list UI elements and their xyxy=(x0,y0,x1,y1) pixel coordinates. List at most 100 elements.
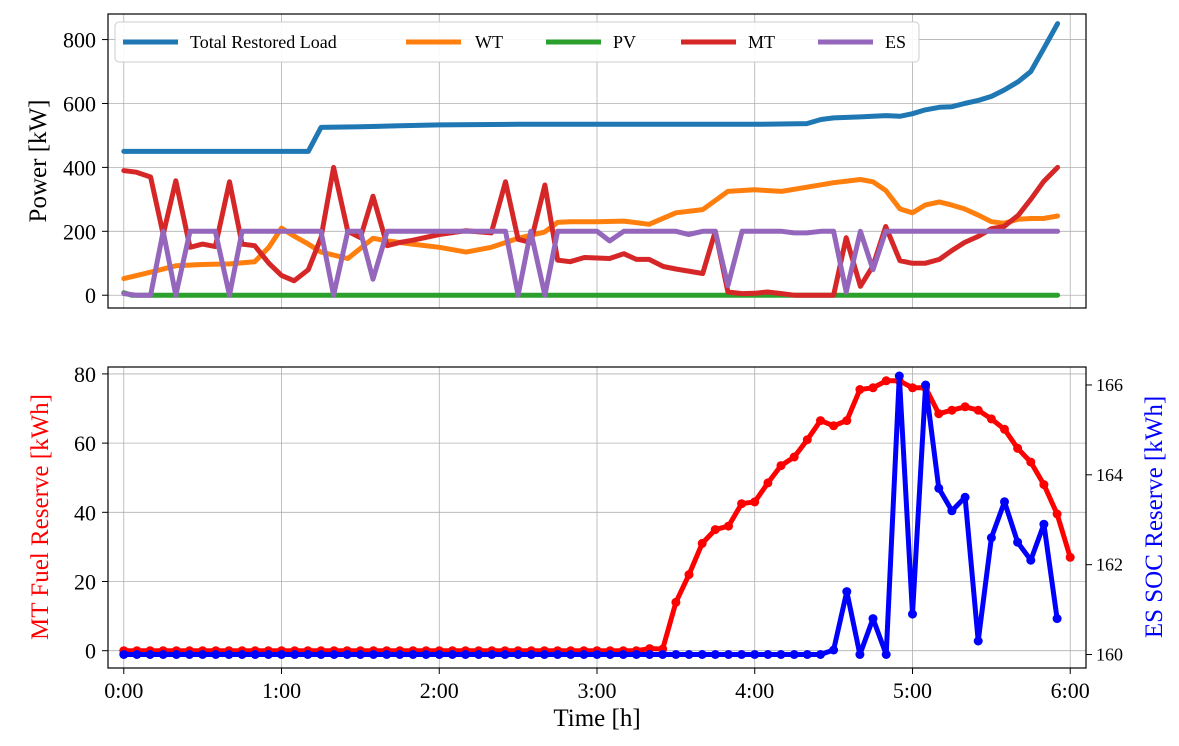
data-point-es-soc-reserve xyxy=(960,492,970,502)
data-point-es-soc-reserve xyxy=(132,650,142,659)
data-point-es-soc-reserve xyxy=(894,371,904,381)
top-y-ticks: 0 200 400 600 800 xyxy=(63,28,108,308)
bottom-right-y-tick-label: 160 xyxy=(1096,645,1123,665)
bottom-plot: 0 20 40 60 80 160 162 164 166 0:00 1:00 2:00 3:00 4… xyxy=(27,362,1168,732)
data-point-es-soc-reserve xyxy=(1052,614,1062,624)
data-point-mt-fuel-reserve xyxy=(1013,443,1023,453)
data-point-es-soc-reserve xyxy=(579,650,589,659)
data-point-es-soc-reserve xyxy=(737,650,747,659)
series-line-total-restored-load xyxy=(121,21,1061,154)
data-point-es-soc-reserve xyxy=(829,645,839,655)
bottom-right-y-ticks: 160 162 164 166 xyxy=(1086,375,1123,665)
data-point-mt-fuel-reserve xyxy=(737,499,747,509)
data-point-es-soc-reserve xyxy=(868,614,878,624)
data-point-mt-fuel-reserve xyxy=(973,405,983,415)
data-point-es-soc-reserve xyxy=(224,650,234,659)
top-legend: Total Restored Load WT PV MT ES xyxy=(114,21,920,63)
data-point-es-soc-reserve xyxy=(842,587,852,597)
data-point-es-soc-reserve xyxy=(355,650,365,659)
data-point-es-soc-reserve xyxy=(474,650,484,659)
data-point-mt-fuel-reserve xyxy=(881,376,891,386)
data-point-mt-fuel-reserve xyxy=(1065,552,1075,562)
data-point-es-soc-reserve xyxy=(592,650,602,659)
top-plot: 0 200 400 600 800 Power [kW] Total Restored … xyxy=(25,13,1087,309)
data-point-es-soc-reserve xyxy=(605,650,615,659)
x-tick-label: 0:00 xyxy=(104,678,143,703)
bottom-right-y-tick-label: 162 xyxy=(1096,555,1123,575)
data-point-mt-fuel-reserve xyxy=(750,497,760,507)
data-point-mt-fuel-reserve xyxy=(947,405,957,415)
x-tick-label: 3:00 xyxy=(577,678,616,703)
data-point-es-soc-reserve xyxy=(1039,519,1049,529)
data-point-mt-fuel-reserve xyxy=(816,416,825,426)
data-point-es-soc-reserve xyxy=(382,650,392,659)
data-point-mt-fuel-reserve xyxy=(1026,457,1036,467)
series-line-es xyxy=(121,228,1061,298)
data-point-es-soc-reserve xyxy=(710,650,720,659)
bottom-series xyxy=(119,371,1075,659)
bottom-right-y-axis-label: ES SOC Reserve [kWh] xyxy=(1141,396,1168,638)
data-point-es-soc-reserve xyxy=(1000,497,1009,507)
data-point-es-soc-reserve xyxy=(277,650,286,659)
data-point-es-soc-reserve xyxy=(513,650,523,659)
legend-label-wt: WT xyxy=(475,32,503,52)
bottom-left-y-tick-label: 20 xyxy=(74,570,96,595)
series-line-wt xyxy=(121,177,1061,282)
data-point-es-soc-reserve xyxy=(500,650,510,659)
legend-label-es: ES xyxy=(885,32,906,52)
data-point-es-soc-reserve xyxy=(316,650,326,659)
bottom-left-y-tick-label: 60 xyxy=(74,431,96,456)
data-point-mt-fuel-reserve xyxy=(1052,509,1062,519)
data-point-es-soc-reserve xyxy=(986,533,996,543)
data-point-es-soc-reserve xyxy=(631,650,641,659)
data-point-es-soc-reserve xyxy=(263,650,273,659)
data-point-mt-fuel-reserve xyxy=(776,461,786,471)
data-point-mt-fuel-reserve xyxy=(1039,480,1049,490)
data-point-es-soc-reserve xyxy=(421,650,431,659)
data-point-es-soc-reserve xyxy=(816,650,825,659)
data-point-es-soc-reserve xyxy=(487,650,497,659)
data-point-es-soc-reserve xyxy=(250,650,260,659)
data-point-es-soc-reserve xyxy=(763,650,773,659)
x-tick-label: 5:00 xyxy=(893,678,932,703)
data-point-es-soc-reserve xyxy=(697,650,707,659)
top-y-axis-label: Power [kW] xyxy=(25,100,52,223)
legend-label-mt: MT xyxy=(748,32,775,52)
legend-frame xyxy=(114,21,920,63)
data-point-es-soc-reserve xyxy=(434,650,444,659)
x-tick-label: 6:00 xyxy=(1051,678,1090,703)
data-point-es-soc-reserve xyxy=(921,380,931,390)
data-point-es-soc-reserve xyxy=(947,506,957,516)
data-point-es-soc-reserve xyxy=(395,650,405,659)
data-point-mt-fuel-reserve xyxy=(671,597,681,607)
data-point-mt-fuel-reserve xyxy=(842,416,852,426)
data-point-mt-fuel-reserve xyxy=(868,383,878,393)
data-point-es-soc-reserve xyxy=(802,650,812,659)
data-point-es-soc-reserve xyxy=(185,650,194,659)
series-line-mt xyxy=(121,164,1061,298)
data-point-es-soc-reserve xyxy=(290,650,300,659)
x-tick-label: 4:00 xyxy=(735,678,774,703)
data-point-es-soc-reserve xyxy=(526,650,536,659)
data-point-es-soc-reserve xyxy=(369,650,378,659)
bottom-left-y-ticks: 0 20 40 60 80 xyxy=(74,362,108,664)
data-point-es-soc-reserve xyxy=(618,650,628,659)
data-point-es-soc-reserve xyxy=(671,650,681,659)
bottom-x-ticks: 0:00 1:00 2:00 3:00 4:00 5:00 6:00 xyxy=(104,668,1090,703)
series-line-es-soc-reserve xyxy=(123,373,1060,657)
data-point-es-soc-reserve xyxy=(1026,555,1036,565)
x-axis-label: Time [h] xyxy=(553,705,640,732)
data-point-mt-fuel-reserve xyxy=(855,385,865,394)
data-point-es-soc-reserve xyxy=(658,650,668,659)
data-point-es-soc-reserve xyxy=(447,650,457,659)
data-point-mt-fuel-reserve xyxy=(763,478,773,488)
data-point-mt-fuel-reserve xyxy=(934,409,944,419)
data-point-es-soc-reserve xyxy=(973,636,983,646)
bottom-right-y-tick-label: 164 xyxy=(1096,465,1123,485)
legend-label-total-restored-load: Total Restored Load xyxy=(190,32,337,52)
data-point-es-soc-reserve xyxy=(566,650,576,659)
data-point-es-soc-reserve xyxy=(461,650,470,659)
top-y-tick-label: 600 xyxy=(63,91,96,116)
top-y-tick-label: 400 xyxy=(63,155,96,180)
data-point-es-soc-reserve xyxy=(198,650,208,659)
